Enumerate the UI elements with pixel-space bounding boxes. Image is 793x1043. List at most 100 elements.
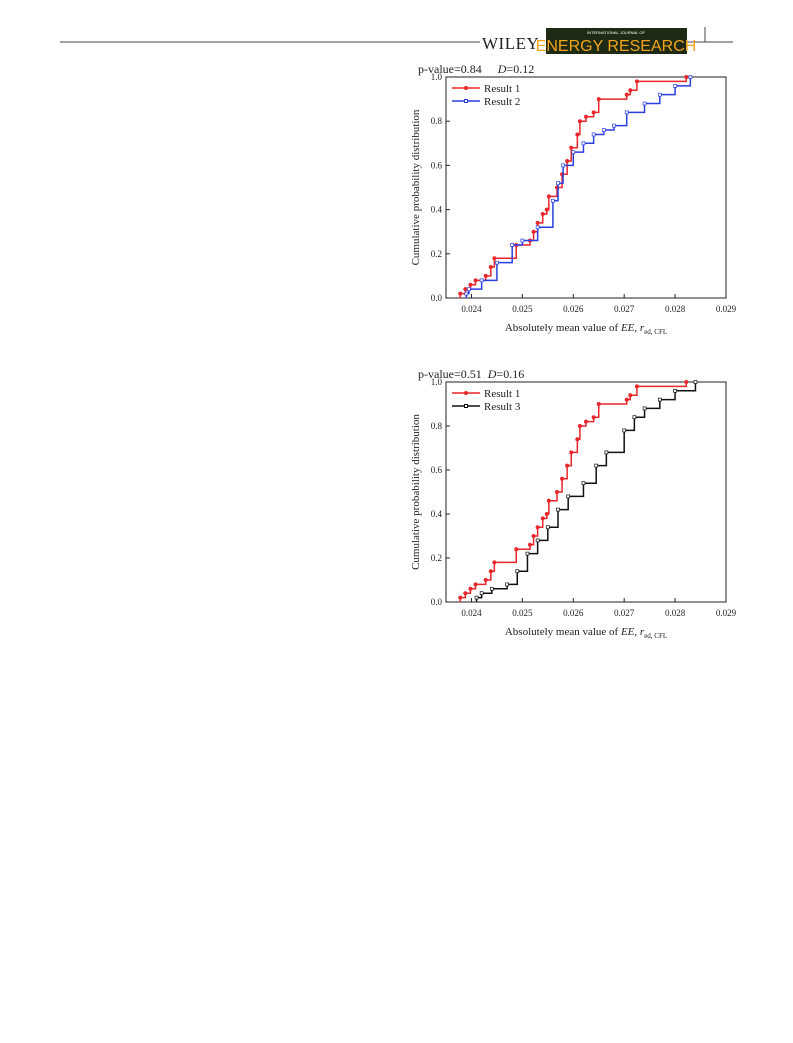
x-label-part: , <box>634 322 640 334</box>
point <box>520 238 525 243</box>
point <box>628 393 633 398</box>
point <box>684 380 689 384</box>
point <box>624 110 629 115</box>
point <box>468 282 473 287</box>
point <box>591 110 596 115</box>
x-tick-label: 0.028 <box>665 608 686 618</box>
y-axis-label: Cumulative probability distribution <box>410 109 422 265</box>
point <box>556 181 560 185</box>
y-tick-label: 1.0 <box>431 377 443 387</box>
point <box>551 198 555 203</box>
x-axis-label: Absolutely mean value of EE, red, CFL <box>505 626 667 640</box>
point <box>488 569 493 574</box>
y-tick-label: 0.8 <box>431 116 443 126</box>
y-tick-label: 0.6 <box>431 465 443 475</box>
x-tick-label: 0.029 <box>716 608 737 618</box>
point <box>571 150 576 154</box>
point <box>531 229 536 234</box>
legend-marker <box>464 391 468 395</box>
x-label-part: Absolutely mean value of <box>505 322 621 334</box>
point <box>634 79 639 84</box>
chart: 0.0 0.2 0.4 0.6 0.8 1.0 0.024 0.025 0.026 0.027 0.… <box>410 367 737 640</box>
point <box>468 586 473 591</box>
point <box>505 582 509 587</box>
point <box>684 75 689 79</box>
x-tick-label: 0.025 <box>512 608 533 618</box>
point <box>569 450 574 455</box>
p-value: p-value=0.51 <box>418 367 482 381</box>
point <box>473 582 478 587</box>
d-value: =0.12 <box>506 62 534 76</box>
step-line <box>459 77 688 298</box>
point <box>535 525 540 530</box>
point <box>581 481 586 486</box>
legend-label: Result 1 <box>484 388 520 400</box>
legend-label: Result 2 <box>484 96 520 108</box>
x-tick-label: 0.025 <box>512 304 533 314</box>
x-tick-label: 0.029 <box>716 304 737 314</box>
point <box>535 225 540 230</box>
point <box>463 591 468 596</box>
point <box>584 419 588 424</box>
legend-marker <box>464 99 468 103</box>
d-symbol: D <box>497 62 507 76</box>
point <box>458 595 463 600</box>
point <box>632 415 637 420</box>
point <box>624 397 629 402</box>
point <box>492 256 497 261</box>
step-line <box>459 382 688 602</box>
point <box>554 490 559 494</box>
point <box>628 88 633 93</box>
point <box>556 507 560 512</box>
legend-label: Result 1 <box>484 83 520 95</box>
point <box>515 569 520 574</box>
point <box>483 578 488 582</box>
point <box>510 243 515 247</box>
y-tick-label: 0.6 <box>431 160 443 170</box>
point <box>528 542 532 547</box>
point <box>642 101 647 106</box>
point <box>544 207 549 212</box>
point <box>545 525 550 530</box>
x-label-part: r <box>640 322 645 334</box>
point <box>488 265 493 270</box>
y-axis-label: Cumulative probability distribution <box>410 414 422 570</box>
point <box>591 132 596 137</box>
y-tick-label: 0.8 <box>431 421 443 431</box>
point <box>584 114 588 119</box>
x-tick-label: 0.024 <box>461 304 482 314</box>
point <box>467 287 471 292</box>
point <box>492 560 497 565</box>
d-symbol: D <box>487 367 497 381</box>
point <box>604 450 609 455</box>
x-label-part: ed, CFL <box>644 632 667 640</box>
step-line <box>475 382 697 602</box>
point <box>688 75 693 79</box>
point <box>473 278 478 283</box>
journal-name: ENERGY RESEARCH <box>536 38 697 55</box>
point <box>483 273 488 278</box>
point <box>634 384 639 389</box>
x-label-part: EE <box>620 626 635 638</box>
y-tick-label: 0.2 <box>431 553 442 563</box>
point <box>601 128 606 132</box>
y-tick-label: 0.4 <box>431 509 443 519</box>
y-tick-label: 0.4 <box>431 205 443 215</box>
point <box>594 463 599 468</box>
y-tick-label: 0.0 <box>431 293 443 303</box>
point <box>546 194 551 199</box>
point <box>657 92 662 97</box>
point <box>657 397 662 402</box>
legend-marker <box>464 86 468 90</box>
annotation: p-value=0.51 D=0.16 <box>418 367 524 381</box>
x-tick-label: 0.024 <box>461 608 482 618</box>
x-label-part: , <box>634 626 640 638</box>
plot-frame <box>445 76 727 299</box>
point <box>693 380 698 384</box>
point <box>489 586 494 591</box>
point <box>577 424 582 428</box>
point <box>525 551 530 556</box>
point <box>546 498 551 503</box>
